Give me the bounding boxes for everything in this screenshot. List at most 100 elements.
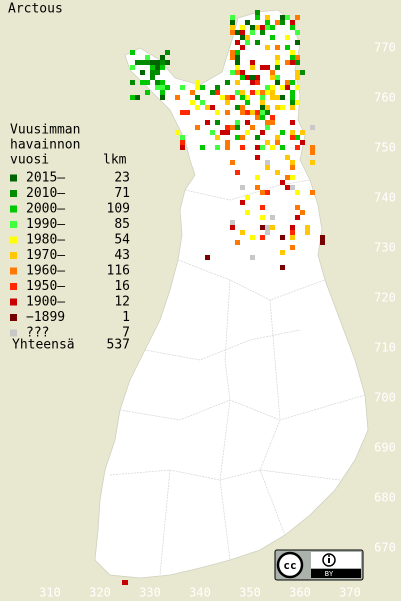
observation-square [265,105,270,110]
observation-square [290,90,295,95]
observation-square [235,120,240,125]
x-coordinate-label: 360 [289,586,311,600]
legend-swatch [10,298,17,306]
y-coordinate-label: 770 [374,41,396,55]
observation-square [275,140,280,145]
y-coordinate-label: 760 [374,91,396,105]
observation-square [190,100,195,105]
observation-square [215,90,220,95]
y-coordinate-label: 750 [374,141,396,155]
total-count: 537 [107,338,130,353]
observation-square [310,160,315,165]
observation-square [290,245,295,250]
observation-square [200,100,205,105]
observation-square [260,205,265,210]
observation-square [295,100,300,105]
observation-square [230,50,235,55]
observation-square [250,110,255,115]
observation-square [165,60,170,65]
observation-square [240,135,245,140]
observation-square [250,125,255,130]
legend-swatch [10,267,17,275]
observation-square [235,50,240,55]
observation-square [210,90,215,95]
observation-square [300,70,305,75]
legend-swatch [10,314,17,321]
observation-square [180,145,185,150]
observation-square [145,90,150,95]
legend-count: 12 [114,295,130,310]
observation-square [280,250,285,255]
observation-square [150,60,155,65]
x-coordinate-label: 320 [89,586,111,600]
observation-square [150,65,155,70]
observation-square [260,115,265,120]
observation-square [155,80,160,85]
observation-square [300,140,305,145]
observation-square [235,80,240,85]
observation-square [255,10,260,15]
legend-swatch [10,221,17,228]
observation-square [180,140,185,145]
observation-square [155,85,160,90]
observation-square [230,55,235,60]
observation-square [270,120,275,125]
y-coordinate-label: 730 [374,241,396,255]
observation-square [210,130,215,135]
observation-square [230,160,235,165]
observation-square [215,145,220,150]
observation-square [275,20,280,25]
legend-heading: havainnon [10,138,80,153]
y-coordinate-label: 690 [374,441,396,455]
y-coordinate-label: 670 [374,541,396,555]
observation-square [230,125,235,130]
observation-square [235,125,240,130]
observation-square [240,200,245,205]
observation-square [250,30,255,35]
observation-square [270,145,275,150]
observation-square [155,65,160,70]
observation-square [285,15,290,20]
observation-square [160,55,165,60]
observation-square [310,150,315,155]
x-coordinate-label: 310 [39,586,61,600]
observation-square [290,165,295,170]
total-label: Yhteensä [12,338,75,353]
observation-square [230,220,235,225]
legend-label: 2015– [26,171,65,186]
observation-square [270,75,275,80]
observation-square [280,15,285,20]
observation-square [295,205,300,210]
legend-count: 71 [114,186,130,201]
legend-swatch [10,236,17,244]
observation-square [225,125,230,130]
observation-square [175,130,180,135]
observation-square [260,235,265,240]
observation-square [230,20,235,25]
observation-square [290,230,295,235]
observation-square [130,65,135,70]
observation-square [165,50,170,55]
observation-square [225,110,230,115]
observation-square [210,105,215,110]
observation-square [260,190,265,195]
observation-square [295,85,300,90]
legend-label: 1980– [26,233,65,248]
observation-square [295,75,300,80]
observation-square [225,140,230,145]
legend-label: −1899 [26,310,65,325]
observation-square [205,120,210,125]
legend-count: 1 [122,310,130,325]
observation-square [290,175,295,180]
y-coordinate-label: 680 [374,491,396,505]
observation-square [195,95,200,100]
legend: Vuusimman havainnon vuosi lkm Yhteensä 5… [10,123,130,353]
observation-square [235,55,240,60]
observation-square [290,160,295,165]
observation-square [290,20,295,25]
y-coordinate-label: 700 [374,391,396,405]
observation-square [230,225,235,230]
observation-square [290,235,295,240]
observation-square [140,70,145,75]
observation-square [180,135,185,140]
